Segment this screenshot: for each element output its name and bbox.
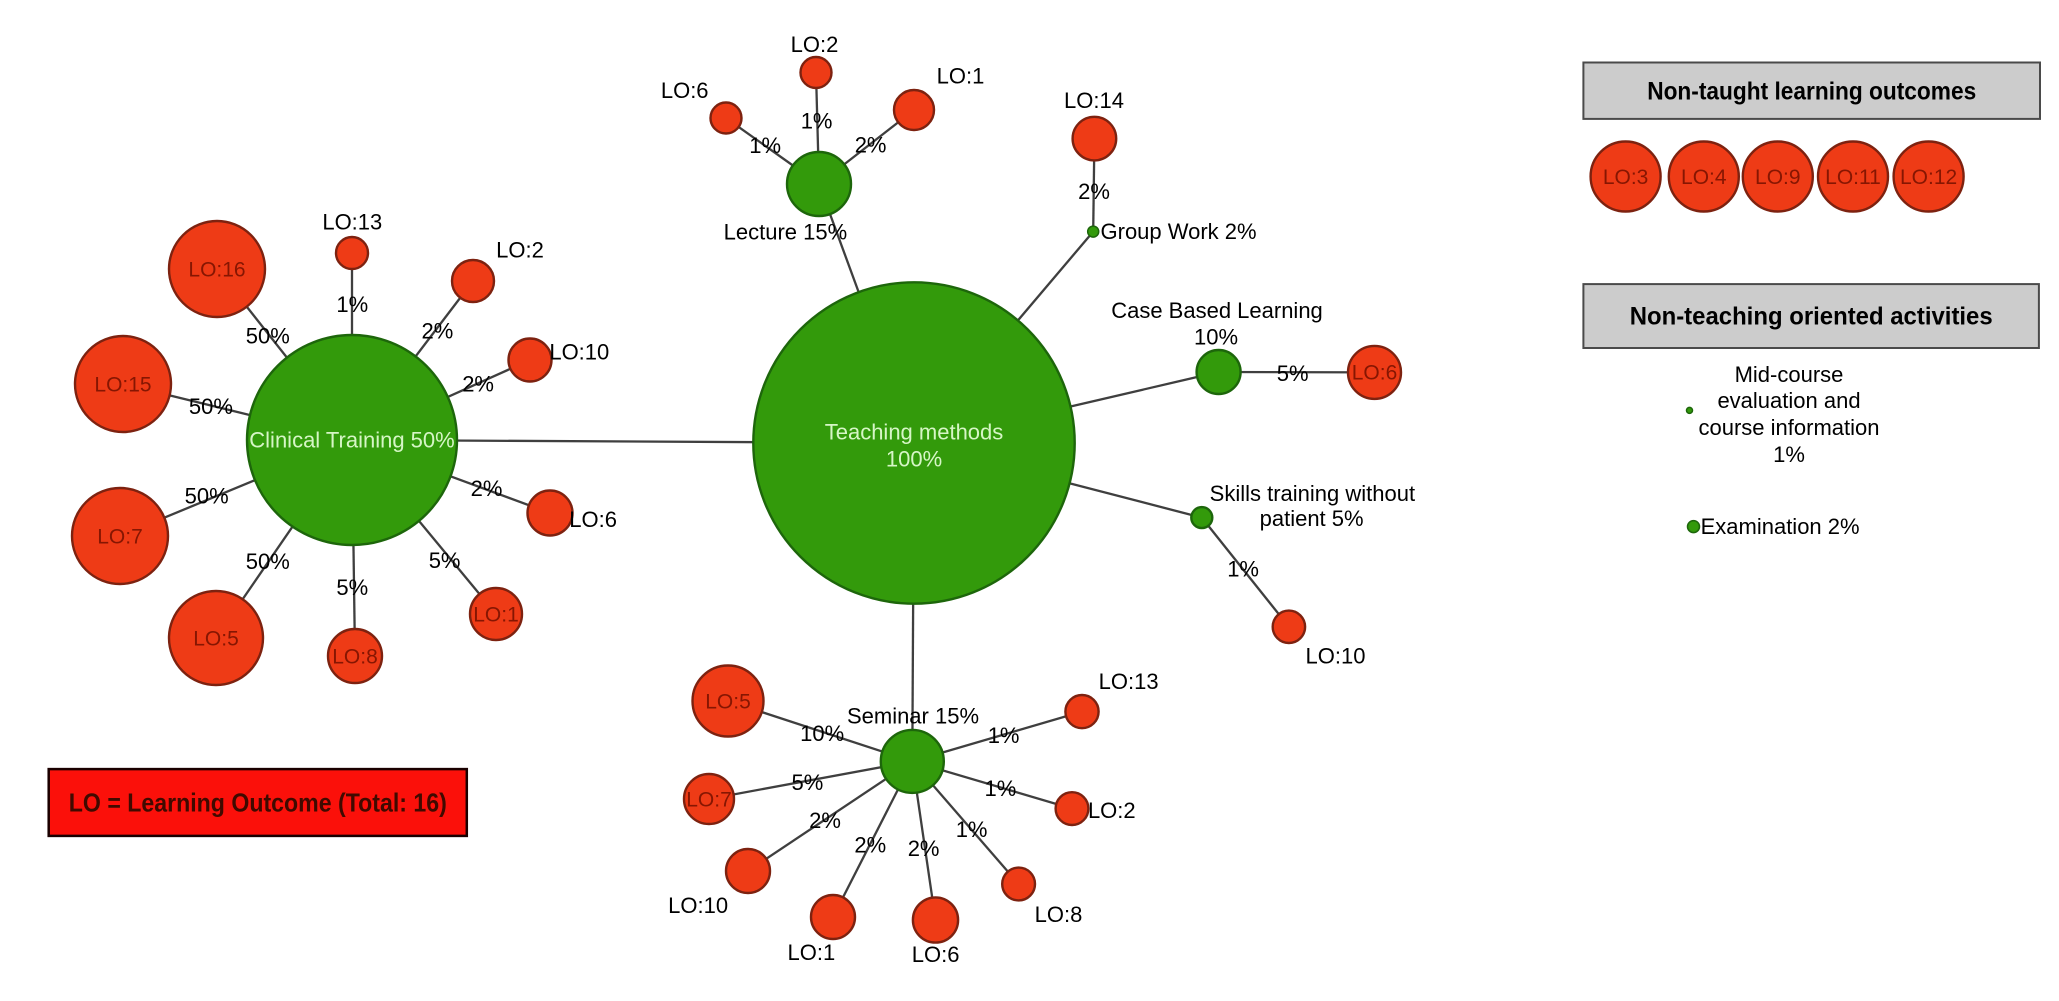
svg-text:LO:13: LO:13 [1099,669,1159,694]
svg-text:50%: 50% [189,394,233,419]
svg-text:50%: 50% [246,549,290,574]
svg-text:LO:6: LO:6 [912,942,960,967]
svg-text:5%: 5% [1277,361,1309,386]
svg-text:LO:10: LO:10 [668,893,728,918]
svg-text:LO:10: LO:10 [549,340,609,365]
svg-text:1%: 1% [985,776,1017,801]
svg-text:10%: 10% [800,721,844,746]
svg-text:2%: 2% [422,319,454,344]
svg-text:Non-taught learning outcomes: Non-taught learning outcomes [1647,77,1976,105]
svg-text:Group Work 2%: Group Work 2% [1101,219,1257,244]
svg-text:LO = Learning Outcome (Total:: LO = Learning Outcome (Total: 16) [69,788,447,818]
svg-text:2%: 2% [854,833,886,858]
svg-text:evaluation and: evaluation and [1717,388,1860,413]
svg-text:LO:6: LO:6 [1352,362,1398,385]
svg-text:1%: 1% [336,292,368,317]
svg-text:LO:3: LO:3 [1603,166,1649,189]
svg-text:Case Based Learning: Case Based Learning [1111,298,1323,323]
svg-text:100%: 100% [886,447,942,472]
svg-text:Non-teaching oriented activiti: Non-teaching oriented activities [1630,303,1993,331]
svg-text:LO:1: LO:1 [788,940,836,965]
svg-text:LO:8: LO:8 [332,645,378,668]
svg-text:5%: 5% [336,575,368,600]
svg-text:LO:7: LO:7 [97,525,143,548]
svg-text:1%: 1% [801,108,833,133]
svg-text:LO:2: LO:2 [1088,798,1136,823]
svg-text:Mid-course: Mid-course [1735,362,1844,387]
svg-text:10%: 10% [1194,325,1238,350]
svg-text:LO:8: LO:8 [1035,902,1083,927]
svg-text:5%: 5% [792,770,824,795]
svg-text:LO:6: LO:6 [661,78,709,103]
svg-text:50%: 50% [185,483,229,508]
svg-text:Skills training without: Skills training without [1210,481,1415,506]
svg-text:LO:7: LO:7 [686,788,732,811]
svg-text:Seminar 15%: Seminar 15% [847,704,979,729]
svg-text:LO:15: LO:15 [94,373,151,396]
svg-text:50%: 50% [246,323,290,348]
svg-text:LO:6: LO:6 [569,507,617,532]
svg-text:LO:5: LO:5 [193,627,239,650]
svg-text:2%: 2% [462,371,494,396]
svg-text:Clinical Training 50%: Clinical Training 50% [249,428,454,453]
svg-text:1%: 1% [1773,442,1805,467]
svg-text:LO:5: LO:5 [705,690,751,713]
svg-text:2%: 2% [809,808,841,833]
svg-text:patient 5%: patient 5% [1260,506,1364,531]
svg-text:LO:10: LO:10 [1306,643,1366,668]
svg-text:LO:14: LO:14 [1064,88,1124,113]
svg-text:Teaching methods: Teaching methods [825,420,1004,445]
svg-text:1%: 1% [956,817,988,842]
svg-text:5%: 5% [429,548,461,573]
svg-text:LO:2: LO:2 [791,32,839,57]
svg-text:LO:2: LO:2 [496,238,544,263]
svg-text:LO:13: LO:13 [322,210,382,235]
svg-text:LO:4: LO:4 [1681,166,1727,189]
svg-text:2%: 2% [471,476,503,501]
svg-text:course information: course information [1699,415,1880,440]
svg-text:Lecture 15%: Lecture 15% [724,219,848,244]
svg-text:LO:9: LO:9 [1755,166,1801,189]
svg-text:2%: 2% [908,836,940,861]
svg-text:LO:12: LO:12 [1900,166,1957,189]
svg-text:1%: 1% [749,133,781,158]
svg-text:LO:1: LO:1 [937,64,985,89]
svg-text:LO:16: LO:16 [188,258,245,281]
svg-text:1%: 1% [1227,557,1259,582]
svg-text:2%: 2% [855,132,887,157]
svg-text:LO:11: LO:11 [1825,166,1881,189]
svg-text:1%: 1% [988,723,1020,748]
svg-text:LO:1: LO:1 [473,603,519,626]
svg-text:2%: 2% [1078,179,1110,204]
svg-text:Examination 2%: Examination 2% [1701,514,1860,539]
